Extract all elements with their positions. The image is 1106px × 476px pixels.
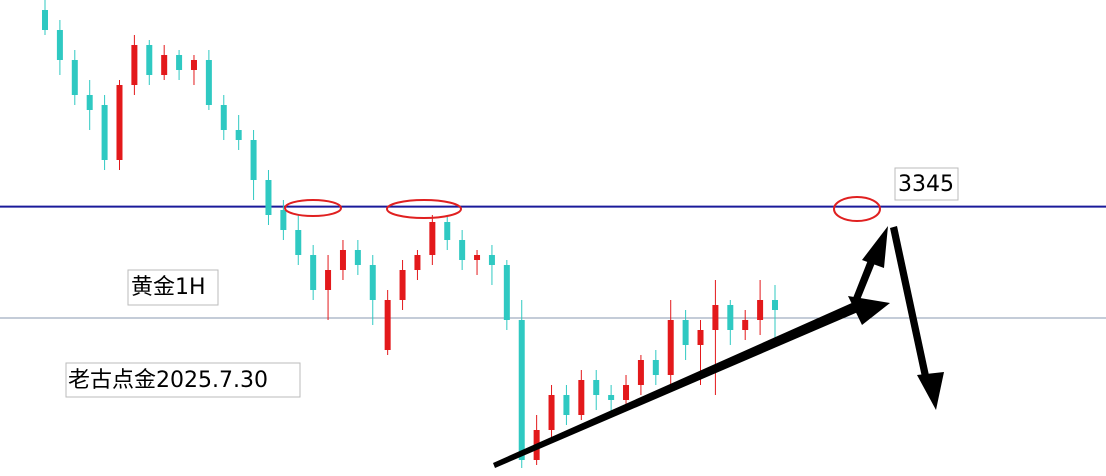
candle-body [131,45,138,85]
candle-body [727,305,734,330]
candle-body [488,255,495,265]
arrow-head [862,226,888,268]
arrow-head [917,372,944,410]
candle-body [667,320,674,375]
label-box [127,269,219,306]
candle-body [623,385,630,400]
circle-mark [284,199,342,217]
candle-body [250,140,257,180]
candle-body [742,320,749,330]
candle-body [608,395,615,400]
candle-body [697,330,704,345]
candle-body [474,255,481,260]
candle-body [518,320,525,460]
candle-body [71,60,78,95]
candle-body [459,240,466,260]
candle-body [444,222,451,240]
circle-mark [833,196,881,222]
candle-body [682,320,689,345]
candle-body [42,10,48,30]
candle-body [637,360,644,385]
candle-body [339,250,346,270]
candle-body [205,60,212,105]
candle-body [548,395,555,430]
candle-body [652,360,659,375]
candle-body [414,255,421,270]
candle-body [56,30,63,60]
candle-body [220,105,227,130]
candle-body [772,300,778,310]
arrow-shaft [890,226,930,382]
candle-body [563,395,570,415]
candle-body [146,45,153,75]
candle-body [86,95,93,110]
candle-body [265,180,272,215]
candle-body [325,270,332,290]
candle-body [578,380,585,415]
label-box [65,362,301,398]
candle-body [384,300,391,350]
arrow-shaft [853,255,877,300]
candle-body [757,300,764,320]
level-lines [0,205,1106,319]
candle-body [295,230,302,255]
candle-body [176,55,183,70]
label-box [894,167,959,201]
candle-body [310,255,317,290]
candle-body [101,105,108,160]
candle-body [712,305,719,330]
candle-body [503,265,510,320]
level-label: 3345 [898,172,954,197]
arrow-head [848,296,890,325]
candle-body [399,270,406,300]
candle-body [354,250,361,265]
author-label: 老古点金2025.7.30 [68,368,268,393]
trend-arrow [493,302,858,468]
chart-title: 黄金1H [131,275,206,300]
candle-body [235,130,242,140]
candle-body [280,210,287,230]
candle-body [190,60,197,70]
candles [42,0,778,468]
candle-body [161,55,168,75]
candle-body [593,380,600,395]
circle-mark [386,199,462,219]
candle-body [116,85,123,160]
candle-body [369,265,376,300]
candle-body [429,222,436,255]
